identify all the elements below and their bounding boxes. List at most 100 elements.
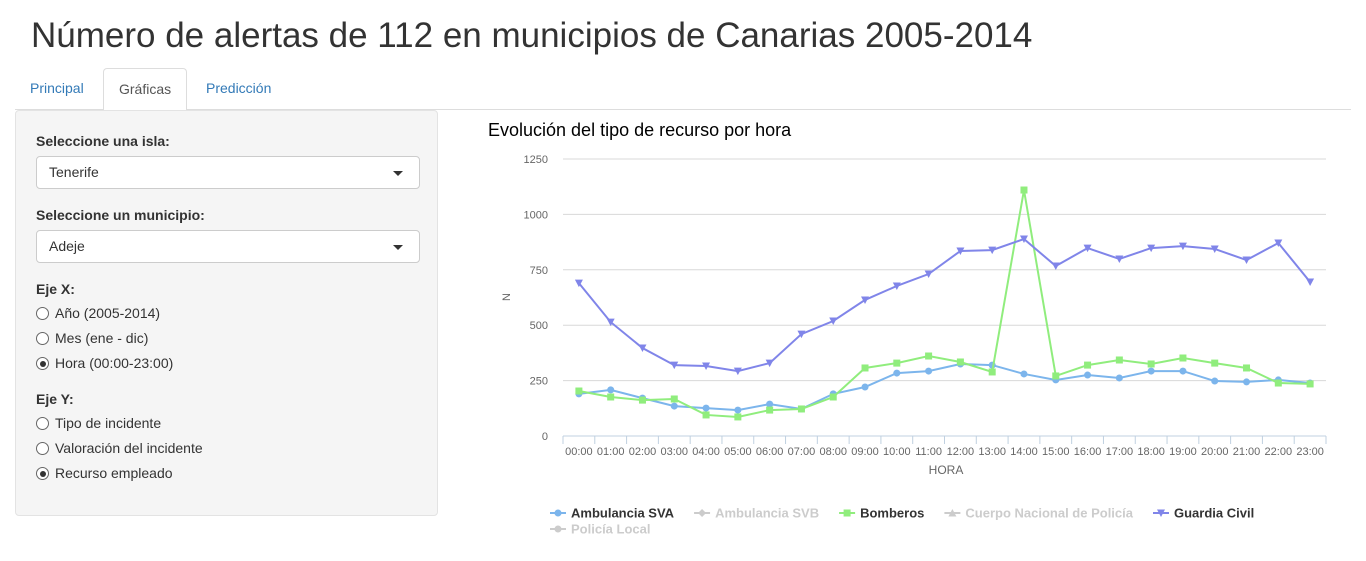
marker xyxy=(1147,360,1155,368)
legend-label: Policía Local xyxy=(571,522,650,537)
marker xyxy=(1052,376,1060,384)
marker xyxy=(1115,255,1124,263)
page-title: Número de alertas de 112 en municipios d… xyxy=(31,16,1033,55)
radio-button[interactable] xyxy=(36,332,49,345)
marker xyxy=(1157,509,1165,517)
marker xyxy=(1020,370,1028,378)
marker xyxy=(797,330,806,339)
marker xyxy=(1210,245,1219,253)
marker xyxy=(956,247,965,255)
radio-button[interactable] xyxy=(36,357,49,370)
tab[interactable]: Principal xyxy=(30,80,84,96)
marker xyxy=(829,393,837,401)
marker xyxy=(797,405,805,413)
marker xyxy=(698,509,707,517)
y-tick-label: 0 xyxy=(542,431,548,443)
tab[interactable]: Predicción xyxy=(206,80,272,96)
marker xyxy=(988,246,997,255)
radio-button[interactable] xyxy=(36,442,49,455)
legend-label: Guardia Civil xyxy=(1174,506,1254,521)
radio-option[interactable]: Tipo de incidente xyxy=(36,415,161,431)
select[interactable]: Adeje xyxy=(36,230,420,263)
radio-option[interactable]: Recurso empleado xyxy=(36,465,173,481)
radio-button[interactable] xyxy=(36,307,49,320)
x-tick-label: 12:00 xyxy=(947,446,975,458)
x-tick-label: 13:00 xyxy=(978,446,1006,458)
x-tick-label: 11:00 xyxy=(915,446,942,458)
y-tick-label: 250 xyxy=(530,376,548,388)
radio-label: Recurso empleado xyxy=(55,465,173,481)
legend-label: Bomberos xyxy=(860,506,924,521)
legend-label: Ambulancia SVA xyxy=(571,506,675,521)
marker xyxy=(843,509,851,517)
marker xyxy=(1274,239,1283,247)
tab-bar: Principal Gráficas Predicción xyxy=(15,68,1351,111)
series-line xyxy=(578,237,1311,373)
marker xyxy=(733,367,742,376)
x-tick-label: 16:00 xyxy=(1074,446,1102,458)
x-tick-label: 20:00 xyxy=(1201,446,1229,458)
marker xyxy=(1274,376,1282,384)
x-axis-label: HORA xyxy=(929,463,964,477)
marker xyxy=(1115,374,1123,382)
marker xyxy=(1179,367,1187,375)
marker xyxy=(1211,359,1219,367)
y-tick-label: 500 xyxy=(530,320,548,332)
x-tick-label: 18:00 xyxy=(1137,446,1165,458)
radio-option[interactable]: Mes (ene - dic) xyxy=(36,330,148,346)
marker xyxy=(1147,367,1155,375)
marker xyxy=(638,394,646,402)
marker xyxy=(893,359,901,367)
legend-label: Cuerpo Nacional de Policía xyxy=(965,506,1133,521)
radio-label: Hora (00:00-23:00) xyxy=(55,355,174,371)
marker xyxy=(702,411,710,419)
tab[interactable]: Gráficas xyxy=(103,68,188,111)
marker xyxy=(1306,380,1314,388)
marker xyxy=(925,367,933,375)
marker xyxy=(765,359,774,368)
x-tick-label: 04:00 xyxy=(692,446,720,458)
marker xyxy=(766,400,774,408)
radio-button[interactable] xyxy=(36,467,49,480)
x-tick-label: 10:00 xyxy=(883,446,911,458)
marker xyxy=(925,352,933,360)
marker xyxy=(670,402,678,410)
marker xyxy=(638,344,647,353)
label: Eje X: xyxy=(36,281,75,297)
marker xyxy=(861,364,869,372)
x-tick-label: 06:00 xyxy=(756,446,784,458)
marker xyxy=(1084,361,1092,369)
y-axis-label: N xyxy=(501,293,513,301)
marker xyxy=(892,282,901,290)
marker xyxy=(956,358,964,366)
radio-option[interactable]: Hora (00:00-23:00) xyxy=(36,355,173,371)
marker xyxy=(861,383,869,391)
radio-label: Año (2005-2014) xyxy=(55,305,161,321)
marker xyxy=(1243,364,1251,372)
label: Eje Y: xyxy=(36,391,74,407)
x-tick-label: 17:00 xyxy=(1106,446,1134,458)
marker xyxy=(575,387,583,395)
marker xyxy=(893,369,901,377)
select[interactable]: Tenerife xyxy=(36,156,420,189)
radio-option[interactable]: Año (2005-2014) xyxy=(36,305,160,321)
label: Seleccione un municipio: xyxy=(36,207,205,223)
x-tick-label: 23:00 xyxy=(1296,446,1324,458)
marker xyxy=(1020,186,1028,194)
marker xyxy=(606,318,615,327)
marker xyxy=(1083,244,1092,253)
radio-button[interactable] xyxy=(36,417,49,430)
x-tick-label: 08:00 xyxy=(819,446,847,458)
y-tick-label: 1250 xyxy=(524,154,548,166)
radio-option[interactable]: Valoración del incidente xyxy=(36,440,203,456)
marker xyxy=(1211,377,1219,385)
marker xyxy=(734,413,742,421)
marker xyxy=(574,279,583,288)
marker xyxy=(1243,378,1251,386)
x-tick-label: 14:00 xyxy=(1010,446,1038,458)
series-line xyxy=(578,362,1311,412)
marker xyxy=(575,390,583,398)
marker xyxy=(988,368,996,376)
chart-title: Evolución del tipo de recurso por hora xyxy=(488,120,792,140)
